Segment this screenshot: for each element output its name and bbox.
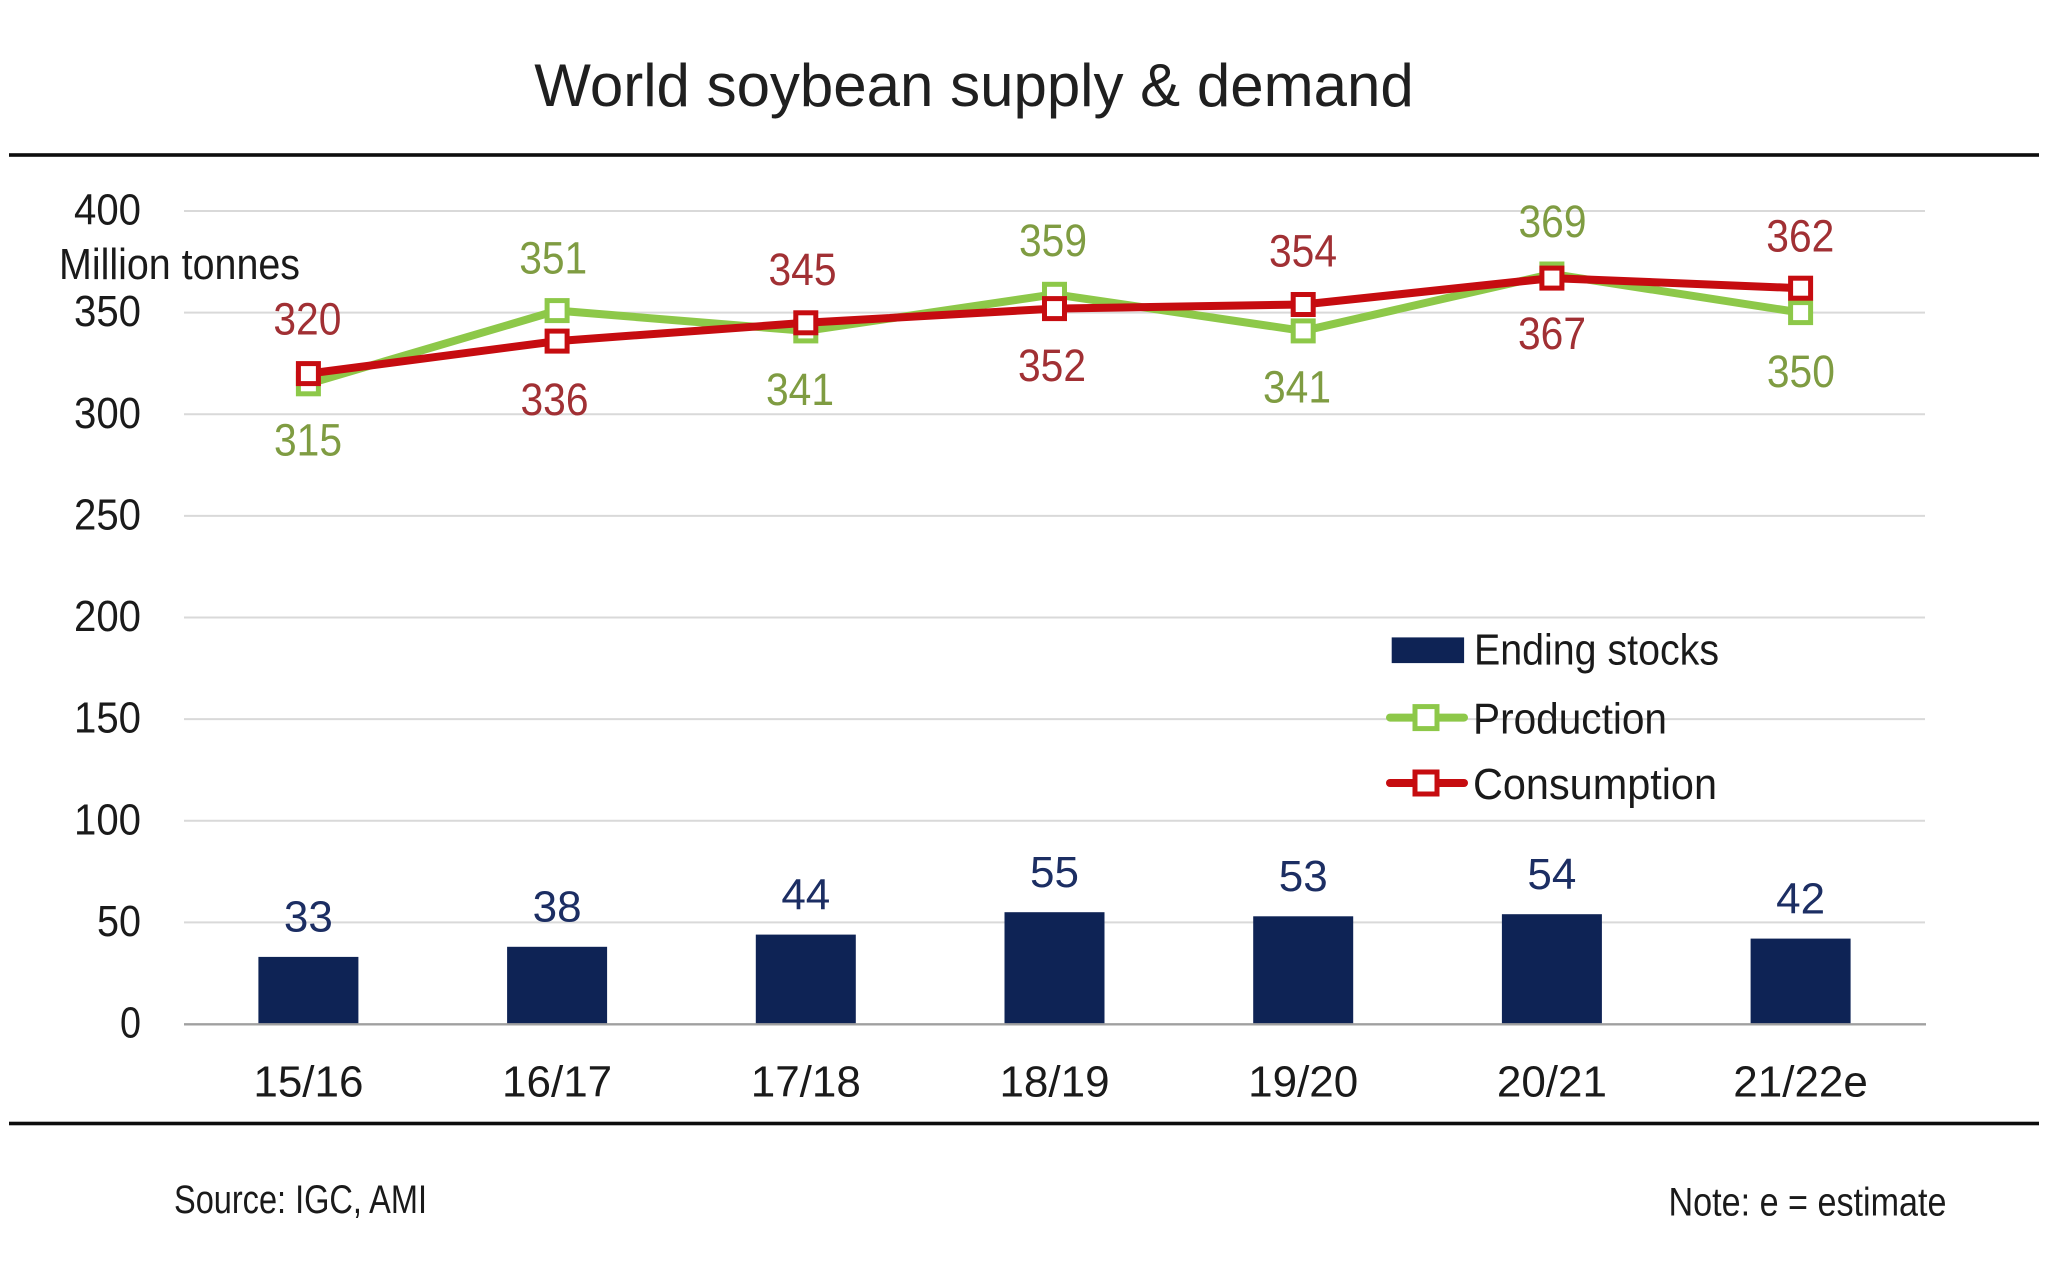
svg-text:250: 250	[74, 490, 141, 539]
svg-text:38: 38	[533, 883, 582, 932]
svg-text:359: 359	[1019, 215, 1087, 266]
svg-text:350: 350	[74, 287, 141, 336]
svg-text:17/18: 17/18	[751, 1058, 861, 1107]
svg-text:Million tonnes: Million tonnes	[59, 240, 300, 289]
svg-text:351: 351	[519, 232, 587, 283]
svg-text:18/19: 18/19	[999, 1058, 1109, 1107]
svg-text:Production: Production	[1473, 694, 1667, 743]
svg-text:354: 354	[1269, 225, 1337, 276]
svg-text:362: 362	[1766, 210, 1834, 261]
svg-text:341: 341	[1263, 361, 1331, 412]
svg-text:100: 100	[74, 795, 141, 844]
svg-text:54: 54	[1527, 850, 1576, 899]
svg-text:Ending stocks: Ending stocks	[1474, 626, 1719, 675]
svg-text:Source: IGC, AMI: Source: IGC, AMI	[174, 1178, 427, 1222]
svg-text:World soybean supply & demand: World soybean supply & demand	[534, 52, 1413, 119]
svg-text:15/16: 15/16	[253, 1058, 363, 1107]
svg-text:369: 369	[1519, 196, 1587, 247]
svg-text:Consumption: Consumption	[1473, 760, 1717, 809]
svg-text:55: 55	[1030, 848, 1079, 897]
svg-text:367: 367	[1518, 308, 1586, 359]
svg-text:150: 150	[74, 694, 141, 743]
svg-text:19/20: 19/20	[1248, 1058, 1358, 1107]
svg-text:345: 345	[769, 244, 837, 295]
svg-text:341: 341	[766, 364, 834, 415]
svg-text:20/21: 20/21	[1497, 1058, 1607, 1107]
svg-text:Note: e = estimate: Note: e = estimate	[1669, 1181, 1947, 1225]
svg-text:300: 300	[74, 389, 141, 438]
svg-text:0: 0	[120, 999, 141, 1048]
svg-text:33: 33	[284, 893, 333, 942]
svg-text:315: 315	[274, 415, 342, 466]
svg-text:44: 44	[781, 871, 830, 920]
svg-text:21/22e: 21/22e	[1733, 1058, 1868, 1107]
svg-text:400: 400	[74, 186, 141, 235]
svg-text:53: 53	[1279, 852, 1328, 901]
svg-text:50: 50	[97, 897, 141, 946]
svg-text:320: 320	[273, 294, 341, 345]
svg-text:16/17: 16/17	[502, 1058, 612, 1107]
svg-text:352: 352	[1018, 340, 1086, 391]
svg-text:200: 200	[74, 592, 141, 641]
svg-text:350: 350	[1767, 346, 1835, 397]
svg-text:42: 42	[1776, 875, 1825, 924]
svg-text:336: 336	[521, 374, 589, 425]
